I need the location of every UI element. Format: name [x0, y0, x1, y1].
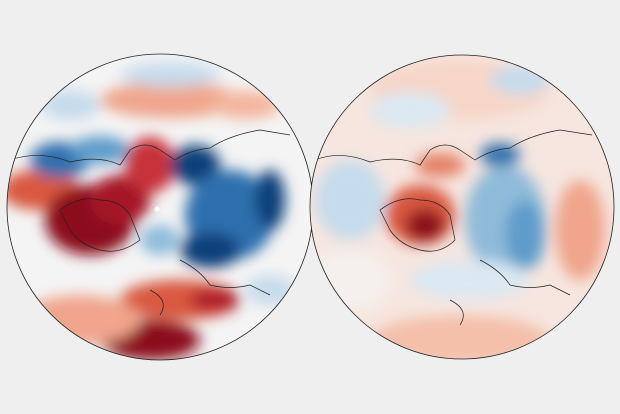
right-polar-map	[310, 55, 614, 359]
coastline-left	[9, 129, 291, 316]
right-map-border	[309, 54, 615, 360]
left-polar-map	[7, 54, 313, 360]
coastline-right	[314, 129, 593, 326]
